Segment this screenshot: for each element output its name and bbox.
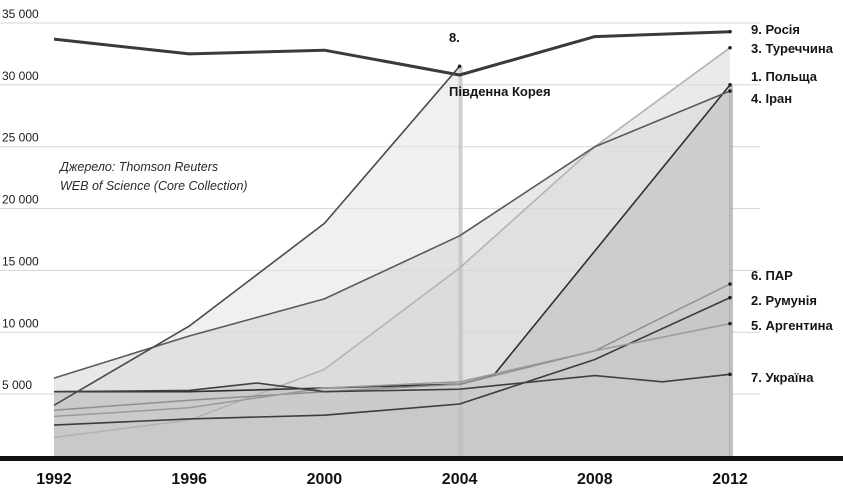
drop-band	[729, 84, 733, 456]
series-end-point	[728, 89, 732, 93]
series-line-4-іран	[53, 90, 731, 379]
x-tick-label: 2004	[442, 471, 478, 488]
y-tick-label: 25 000	[2, 131, 39, 145]
series-line-9-росія	[53, 30, 731, 77]
series-line-5-аргентина	[53, 322, 731, 418]
series-line-6-пар	[53, 283, 731, 411]
series-label-5-аргентина: 5. Аргентина	[751, 318, 833, 333]
y-tick-label: 30 000	[2, 69, 39, 83]
series-label-south-korea-name: Південна Корея	[449, 84, 551, 99]
series-label-9-росія: 9. Росія	[751, 22, 800, 37]
series-end-point	[728, 321, 732, 326]
x-tick-label: 1992	[36, 471, 72, 488]
y-tick-label: 20 000	[2, 193, 39, 207]
series-label-7-україна: 7. Україна	[751, 370, 814, 385]
series-label-south-korea-number: 8.	[449, 30, 460, 45]
x-tick-label: 1996	[171, 471, 207, 488]
series-label-2-румунія: 2. Румунія	[751, 293, 817, 308]
source-note-line-1: Джерело: Thomson Reuters	[58, 160, 218, 174]
series-label-3-туреччина: 3. Туреччина	[751, 41, 834, 56]
series-label-6-пар: 6. ПАР	[751, 268, 793, 283]
x-tick-label: 2008	[577, 471, 613, 488]
series-line-1-польща	[54, 84, 731, 393]
series-end-point	[728, 282, 732, 286]
y-tick-label: 35 000	[2, 7, 39, 21]
series-end-point	[457, 64, 462, 69]
series-label-4-іран: 4. Іран	[751, 91, 792, 106]
series-line-8-південна-корея	[53, 65, 461, 406]
y-tick-label: 10 000	[2, 316, 39, 330]
x-tick-label: 2012	[712, 471, 748, 488]
y-tick-labels: 5 000 10 000 15 000 20 000 25 000 30 000 35 00…	[2, 7, 39, 392]
series-label-1-польща: 1. Польща	[751, 69, 818, 84]
x-axis: 1992 1996 2000 2004 2008 2012	[0, 456, 843, 488]
series-end-point	[728, 29, 732, 34]
series-line-3-туреччина	[53, 47, 731, 439]
series-lines	[53, 29, 732, 439]
series-end-point	[728, 372, 732, 377]
source-note-line-2: WEB of Science (Core Collection)	[60, 179, 248, 193]
series-end-point	[728, 295, 732, 300]
drop-band	[458, 66, 463, 457]
y-tick-label: 15 000	[2, 254, 39, 268]
series-end-point	[728, 45, 732, 50]
series-labels: 9. Росія 3. Туреччина 1. Польща 4. Іран 6. П…	[449, 22, 834, 385]
x-axis-line	[0, 456, 843, 461]
series-end-point	[728, 83, 732, 87]
area-7-україна	[54, 374, 730, 456]
series-areas	[54, 47, 733, 457]
series-line-7-україна	[53, 373, 731, 393]
x-tick-label: 2000	[307, 471, 343, 488]
y-tick-label: 5 000	[2, 378, 32, 392]
series-line-2-румунія	[53, 296, 731, 426]
